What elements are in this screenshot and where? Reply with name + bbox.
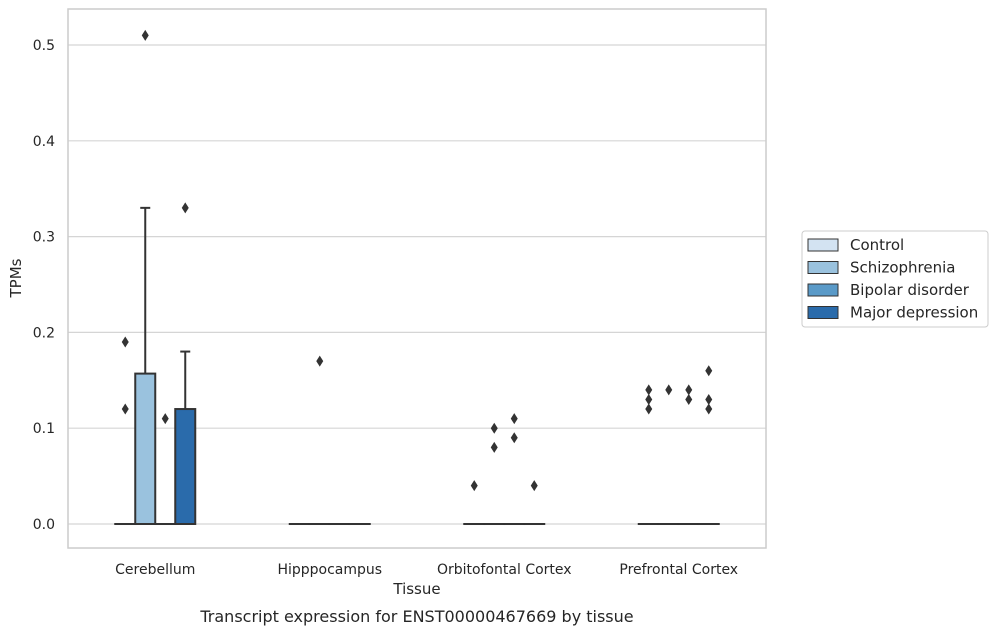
x-tick-labels: Cerebellum Hipppocampus Orbitofontal Corte… bbox=[115, 562, 738, 578]
outlier-point bbox=[645, 384, 653, 396]
legend: Control Schizophrenia Bipolar disorder Majo… bbox=[801, 230, 989, 328]
box-group bbox=[174, 202, 197, 526]
y-tick-label: 0.2 bbox=[33, 325, 55, 341]
outlier-point bbox=[685, 384, 693, 396]
x-tick-label: Prefrontal Cortex bbox=[619, 562, 738, 578]
box-group bbox=[134, 29, 157, 525]
outlier-point bbox=[181, 202, 189, 214]
outlier-point bbox=[705, 393, 713, 405]
outlier-point bbox=[121, 336, 129, 348]
outlier-point bbox=[665, 384, 673, 396]
box-group bbox=[523, 480, 546, 526]
outlier-point bbox=[490, 441, 498, 453]
legend-swatch bbox=[807, 283, 839, 297]
box-plots bbox=[114, 29, 720, 526]
y-tick-label: 0.4 bbox=[33, 134, 55, 150]
legend-swatch bbox=[807, 306, 839, 319]
box-group bbox=[463, 480, 486, 526]
legend-label: Control bbox=[850, 236, 904, 254]
chart-caption: Transcript expression for ENST0000046766… bbox=[199, 607, 633, 626]
legend-swatch bbox=[807, 238, 839, 252]
outlier-point bbox=[470, 480, 478, 492]
outlier-point bbox=[530, 480, 538, 492]
y-tick-label: 0.5 bbox=[33, 38, 55, 54]
x-axis-title: Tissue bbox=[392, 580, 440, 598]
outlier-point bbox=[645, 403, 653, 415]
legend-frame bbox=[801, 230, 989, 328]
outlier-point bbox=[161, 413, 169, 425]
y-tick-label: 0.1 bbox=[33, 421, 55, 437]
y-axis-title: TPMs bbox=[7, 258, 25, 298]
x-tick-label: Cerebellum bbox=[115, 562, 195, 578]
outlier-point bbox=[121, 403, 129, 415]
box-group bbox=[114, 336, 137, 526]
legend-label: Bipolar disorder bbox=[850, 281, 970, 299]
outlier-point bbox=[685, 393, 693, 405]
x-tick-label: Hipppocampus bbox=[277, 562, 382, 578]
x-tick-label: Orbitofontal Cortex bbox=[437, 562, 572, 578]
plot-background bbox=[68, 9, 766, 548]
outlier-point bbox=[645, 393, 653, 405]
outlier-point bbox=[141, 29, 149, 41]
legend-label: Schizophrenia bbox=[850, 259, 955, 277]
outlier-point bbox=[705, 403, 713, 415]
legend-swatch bbox=[807, 261, 839, 274]
box bbox=[174, 408, 197, 526]
box bbox=[134, 372, 157, 525]
y-tick-label: 0.0 bbox=[33, 517, 55, 533]
y-tick-labels: 0.0 0.1 0.2 0.3 0.4 0.5 bbox=[33, 38, 55, 533]
outlier-point bbox=[705, 365, 713, 377]
outlier-point bbox=[490, 422, 498, 434]
box-group bbox=[154, 413, 177, 526]
box-group bbox=[503, 413, 526, 526]
box-group bbox=[697, 365, 720, 526]
outlier-point bbox=[510, 413, 518, 425]
outlier-point bbox=[510, 432, 518, 444]
y-tick-label: 0.3 bbox=[33, 230, 55, 246]
outlier-point bbox=[316, 355, 324, 367]
plot-frame bbox=[67, 8, 767, 549]
legend-label: Major depression bbox=[850, 304, 978, 322]
box-group bbox=[483, 422, 506, 526]
